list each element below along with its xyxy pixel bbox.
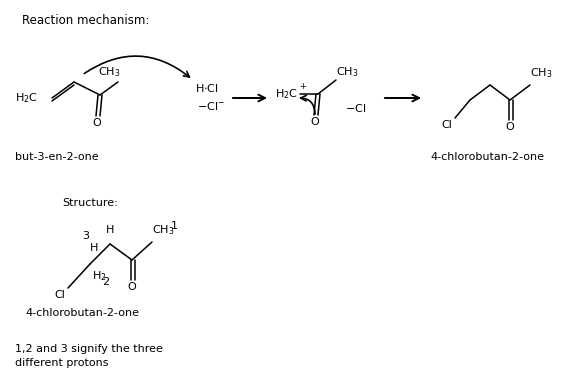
Text: Structure:: Structure: [62,198,118,208]
Text: but-3-en-2-one: but-3-en-2-one [15,152,98,162]
Text: Cl: Cl [54,290,66,300]
Text: $\mathregular{H_2C}$: $\mathregular{H_2C}$ [275,87,298,101]
Text: 1,2 and 3 signify the three: 1,2 and 3 signify the three [15,344,163,354]
Text: H: H [106,225,114,235]
Text: different protons: different protons [15,358,108,368]
Text: $\mathregular{H{\cdot}Cl}$: $\mathregular{H{\cdot}Cl}$ [195,82,219,94]
Text: $\mathregular{-Cl^{-}}$: $\mathregular{-Cl^{-}}$ [197,100,225,112]
Text: H: H [90,243,98,253]
Text: Reaction mechanism:: Reaction mechanism: [22,14,149,27]
Text: 3: 3 [83,231,90,241]
Text: $\mathregular{-Cl}$: $\mathregular{-Cl}$ [345,102,366,114]
Text: 4-chlorobutan-2-one: 4-chlorobutan-2-one [25,308,139,318]
Text: O: O [311,117,319,127]
Text: O: O [93,118,101,128]
Text: $\mathregular{CH_3}$: $\mathregular{CH_3}$ [336,65,359,79]
Text: 1: 1 [171,221,178,231]
Text: $\mathregular{CH_3}$: $\mathregular{CH_3}$ [152,223,175,237]
Text: Cl: Cl [442,120,452,130]
Text: $\mathregular{CH_3}$: $\mathregular{CH_3}$ [98,65,121,79]
Text: $\mathregular{H_2}$: $\mathregular{H_2}$ [92,269,107,283]
Text: +: + [299,82,306,91]
Text: 4-chlorobutan-2-one: 4-chlorobutan-2-one [430,152,544,162]
Text: O: O [128,282,137,292]
Text: O: O [506,122,515,132]
Text: 2: 2 [103,277,110,287]
Text: $\mathregular{CH_3}$: $\mathregular{CH_3}$ [530,66,553,80]
Text: $\mathregular{H_2C}$: $\mathregular{H_2C}$ [15,91,38,105]
